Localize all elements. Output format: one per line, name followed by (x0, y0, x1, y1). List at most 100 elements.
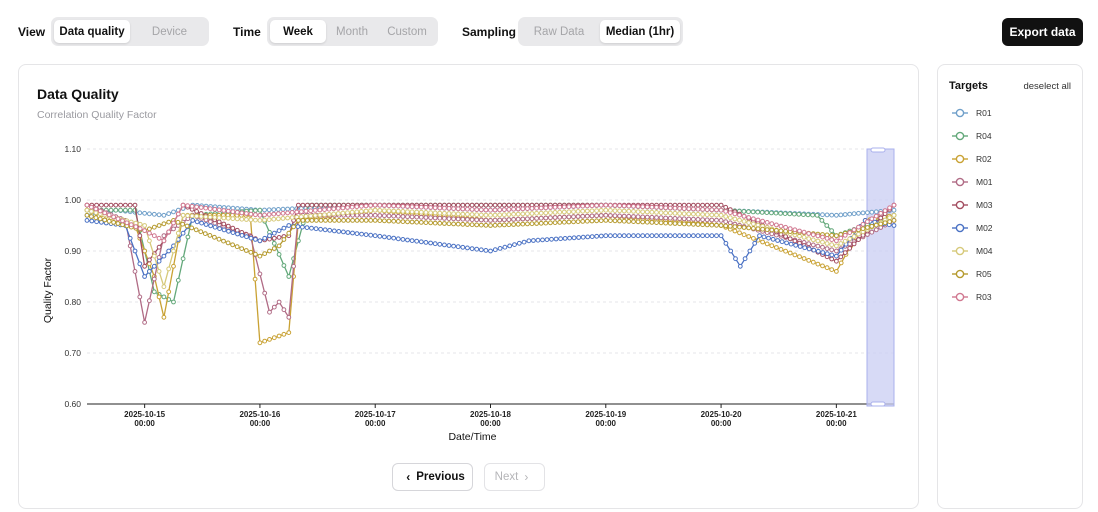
next-label: Next (494, 471, 519, 483)
data-point (672, 221, 678, 226)
data-point (770, 236, 776, 242)
data-point (769, 231, 775, 237)
data-point (234, 244, 240, 250)
data-point (497, 217, 503, 223)
data-point (446, 206, 452, 211)
data-point (531, 238, 536, 243)
x-tick-time: 00:00 (365, 419, 386, 428)
target-item-r05[interactable]: R05 (952, 266, 1072, 282)
data-point (714, 212, 719, 218)
data-point (769, 243, 775, 249)
target-item-m03[interactable]: M03 (952, 197, 1072, 213)
data-point (276, 299, 282, 305)
data-point (612, 213, 618, 219)
target-item-r03[interactable]: R03 (952, 289, 1072, 305)
data-point (363, 212, 369, 218)
view-option-device[interactable]: Device (151, 25, 188, 38)
time-label: Time (233, 25, 261, 39)
data-point (171, 209, 176, 215)
data-point (860, 221, 866, 227)
x-tick-time: 00:00 (596, 419, 617, 428)
data-point (483, 217, 489, 223)
data-point (103, 202, 109, 208)
sampling-option-raw-data[interactable]: Raw Data (533, 25, 585, 38)
data-point (700, 202, 705, 208)
data-point (142, 210, 147, 216)
data-point (409, 214, 415, 220)
data-point (492, 202, 498, 208)
target-item-r02[interactable]: R02 (952, 151, 1072, 167)
data-point (575, 214, 581, 219)
data-point (714, 233, 719, 239)
data-point (405, 204, 410, 209)
target-item-m01[interactable]: M01 (952, 174, 1072, 190)
target-name: R04 (976, 131, 992, 141)
data-point (359, 212, 365, 218)
data-point (296, 202, 301, 208)
view-option-data-quality[interactable]: Data quality (54, 20, 130, 43)
data-point (317, 212, 323, 218)
data-point (336, 218, 342, 223)
target-item-m02[interactable]: M02 (952, 220, 1072, 236)
deselect-all-link[interactable]: deselect all (1023, 81, 1071, 92)
data-point (608, 213, 613, 218)
data-point (515, 216, 521, 222)
data-point (418, 220, 424, 225)
data-point (621, 233, 627, 239)
data-point (873, 222, 879, 228)
data-point (465, 206, 470, 212)
data-point (700, 222, 705, 228)
data-point (156, 235, 162, 241)
data-point (548, 215, 553, 221)
data-point (834, 243, 839, 249)
data-point (654, 204, 659, 210)
time-option-month[interactable]: Month (336, 25, 368, 38)
target-item-r04[interactable]: R04 (952, 128, 1072, 144)
data-point (142, 274, 147, 279)
sampling-option-median[interactable]: Median (1hr) (600, 20, 680, 43)
data-point (834, 269, 839, 274)
time-option-custom[interactable]: Custom (387, 25, 427, 38)
data-point (810, 259, 816, 265)
target-item-m04[interactable]: M04 (952, 243, 1072, 259)
target-item-r01[interactable]: R01 (952, 105, 1072, 121)
time-option-week[interactable]: Week (270, 20, 326, 43)
y-tick-label: 1.00 (64, 195, 81, 205)
data-point (113, 207, 119, 213)
data-point (455, 244, 461, 250)
data-point (797, 228, 802, 234)
export-data-button[interactable]: Export data (1002, 18, 1083, 46)
data-point (253, 251, 258, 257)
data-point (345, 210, 350, 216)
data-point (878, 210, 884, 216)
data-point (751, 226, 756, 231)
data-point (561, 209, 567, 215)
data-point (760, 226, 765, 232)
data-point (677, 211, 682, 216)
data-point (501, 202, 507, 208)
data-point (644, 233, 650, 239)
data-point (774, 228, 779, 233)
data-point (511, 217, 517, 222)
data-point (442, 242, 447, 248)
data-point (372, 233, 378, 239)
data-point (820, 263, 825, 269)
data-point (723, 209, 729, 214)
data-point (741, 232, 747, 238)
data-point (175, 219, 181, 225)
next-button[interactable]: Next › (484, 463, 545, 491)
data-point (891, 212, 897, 218)
data-point (851, 227, 857, 233)
data-point (774, 245, 779, 250)
data-point (423, 210, 429, 215)
data-point (257, 207, 263, 213)
previous-button[interactable]: ‹ Previous (392, 463, 473, 491)
data-point (714, 222, 719, 228)
data-point (584, 203, 590, 209)
data-point (506, 217, 512, 223)
data-point (580, 213, 586, 219)
data-point (691, 211, 696, 217)
data-point (686, 211, 692, 217)
data-point (783, 228, 788, 234)
quality-line-chart[interactable]: 1.101.000.900.800.700.602025-10-1500:002… (19, 65, 918, 455)
